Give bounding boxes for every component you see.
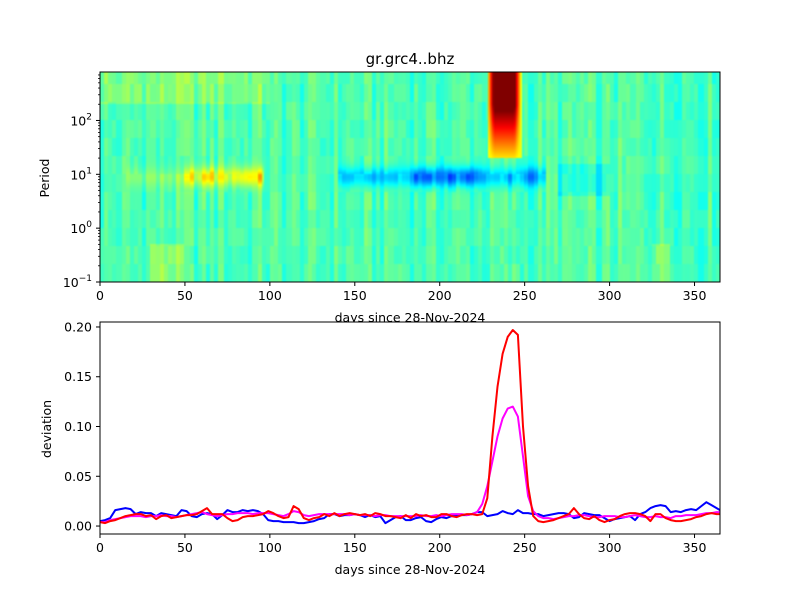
heatmap-x-tick-label: 250 bbox=[513, 288, 537, 303]
heatmap-x-axis: 0 50 100 150 200 250 300 350 bbox=[96, 282, 706, 303]
heatmap-panel bbox=[100, 72, 720, 282]
heatmap-y-tick-label: 101 bbox=[70, 166, 92, 182]
line-y-tick-label: 0.10 bbox=[64, 419, 92, 434]
heatmap-title: gr.grc4..bhz bbox=[366, 50, 455, 68]
line-x-label: days since 28-Nov-2024 bbox=[335, 562, 486, 577]
line-x-tick-label: 250 bbox=[513, 540, 537, 555]
line-y-label: deviation bbox=[39, 400, 54, 458]
series-line-red bbox=[100, 329, 720, 525]
line-x-tick-label: 0 bbox=[96, 540, 104, 555]
heatmap-x-tick-label: 150 bbox=[343, 288, 367, 303]
line-x-tick-label: 350 bbox=[683, 540, 707, 555]
line-plot-background bbox=[100, 322, 720, 534]
heatmap-y-tick-label: 100 bbox=[70, 220, 92, 236]
line-y-axis: 0.00 0.05 0.10 0.15 0.20 bbox=[64, 319, 100, 534]
heatmap-x-tick-label: 50 bbox=[177, 288, 193, 303]
heatmap-x-tick-label: 350 bbox=[683, 288, 707, 303]
line-y-tick-label: 0.00 bbox=[64, 519, 92, 534]
heatmap-y-tick-label: 10−1 bbox=[63, 274, 92, 290]
line-x-tick-label: 100 bbox=[258, 540, 282, 555]
heatmap-x-tick-label: 300 bbox=[598, 288, 622, 303]
line-y-tick-label: 0.05 bbox=[64, 469, 92, 484]
heatmap-y-axis: 10−1 100 101 102 bbox=[63, 74, 100, 290]
heatmap-x-tick-label: 0 bbox=[96, 288, 104, 303]
line-y-tick-label: 0.20 bbox=[64, 319, 92, 334]
line-y-tick-label: 0.15 bbox=[64, 369, 92, 384]
heatmap-x-tick-label: 100 bbox=[258, 288, 282, 303]
line-plot-frame bbox=[99, 321, 721, 535]
line-x-tick-label: 300 bbox=[598, 540, 622, 555]
line-series-group bbox=[100, 329, 720, 525]
line-x-tick-label: 50 bbox=[177, 540, 193, 555]
heatmap-y-tick-label: 102 bbox=[70, 112, 92, 128]
line-x-tick-label: 150 bbox=[343, 540, 367, 555]
line-x-axis: 0 50 100 150 200 250 300 350 bbox=[96, 534, 706, 555]
line-x-tick-label: 200 bbox=[428, 540, 452, 555]
heatmap-x-tick-label: 200 bbox=[428, 288, 452, 303]
heatmap-y-label: Period bbox=[37, 159, 52, 198]
heatmap-image bbox=[100, 72, 720, 282]
heatmap-x-label: days since 28-Nov-2024 bbox=[335, 310, 486, 325]
